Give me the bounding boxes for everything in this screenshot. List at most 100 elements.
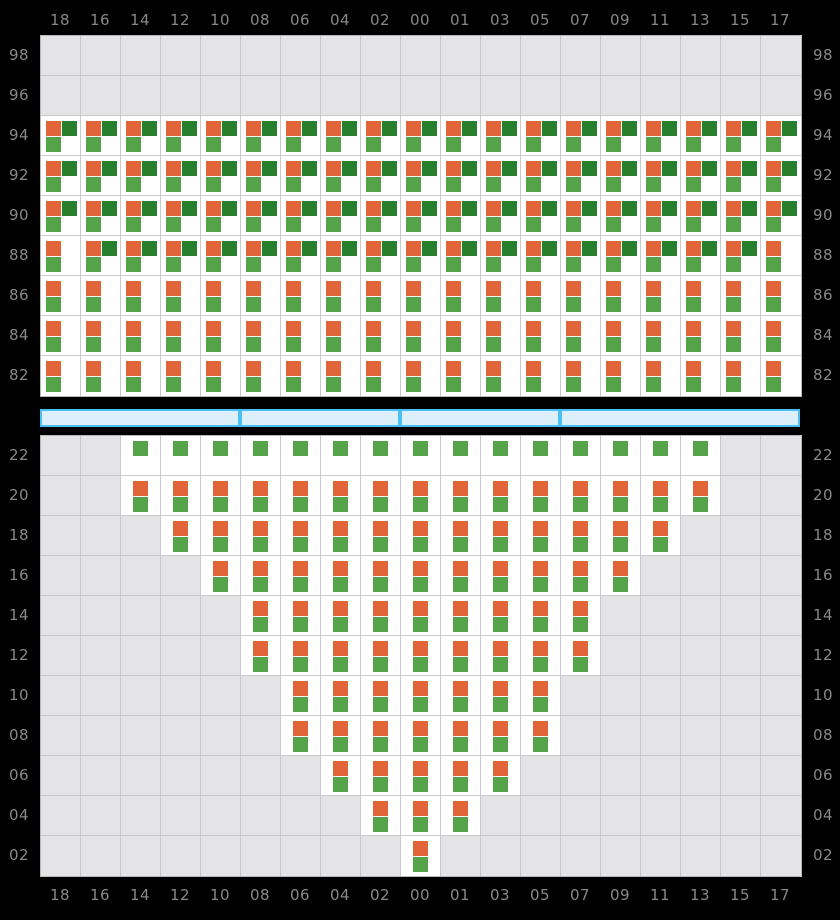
bottom-cell-14-14[interactable] [121, 596, 161, 636]
bottom-cell-10-03[interactable] [481, 676, 521, 716]
top-cell-88-09[interactable] [601, 236, 641, 276]
bottom-cell-20-03[interactable] [481, 476, 521, 516]
bottom-cell-04-05[interactable] [521, 796, 561, 836]
bottom-cell-02-18[interactable] [41, 836, 81, 876]
bottom-cell-18-00[interactable] [401, 516, 441, 556]
bottom-cell-04-04[interactable] [321, 796, 361, 836]
bottom-cell-06-11[interactable] [641, 756, 681, 796]
bottom-cell-18-17[interactable] [761, 516, 801, 556]
bottom-cell-04-12[interactable] [161, 796, 201, 836]
top-cell-90-18[interactable] [41, 196, 81, 236]
bottom-cell-12-05[interactable] [521, 636, 561, 676]
top-cell-94-00[interactable] [401, 116, 441, 156]
top-cell-88-15[interactable] [721, 236, 761, 276]
bottom-cell-16-18[interactable] [41, 556, 81, 596]
top-cell-82-01[interactable] [441, 356, 481, 396]
bottom-cell-20-16[interactable] [81, 476, 121, 516]
bottom-cell-16-03[interactable] [481, 556, 521, 596]
bottom-cell-22-07[interactable] [561, 436, 601, 476]
top-cell-96-10[interactable] [201, 76, 241, 116]
top-cell-98-07[interactable] [561, 36, 601, 76]
top-cell-86-02[interactable] [361, 276, 401, 316]
top-cell-88-18[interactable] [41, 236, 81, 276]
top-cell-92-10[interactable] [201, 156, 241, 196]
top-cell-82-16[interactable] [81, 356, 121, 396]
bottom-cell-18-09[interactable] [601, 516, 641, 556]
top-cell-84-11[interactable] [641, 316, 681, 356]
top-cell-88-12[interactable] [161, 236, 201, 276]
top-cell-84-02[interactable] [361, 316, 401, 356]
bottom-cell-10-09[interactable] [601, 676, 641, 716]
bottom-cell-18-18[interactable] [41, 516, 81, 556]
bottom-cell-20-07[interactable] [561, 476, 601, 516]
bottom-cell-04-08[interactable] [241, 796, 281, 836]
top-cell-98-06[interactable] [281, 36, 321, 76]
bottom-cell-16-07[interactable] [561, 556, 601, 596]
bottom-cell-10-17[interactable] [761, 676, 801, 716]
top-cell-94-18[interactable] [41, 116, 81, 156]
bottom-cell-20-12[interactable] [161, 476, 201, 516]
top-cell-84-10[interactable] [201, 316, 241, 356]
top-cell-90-00[interactable] [401, 196, 441, 236]
bottom-cell-14-12[interactable] [161, 596, 201, 636]
top-cell-98-11[interactable] [641, 36, 681, 76]
bottom-cell-18-06[interactable] [281, 516, 321, 556]
bottom-cell-20-18[interactable] [41, 476, 81, 516]
bottom-cell-04-01[interactable] [441, 796, 481, 836]
top-cell-96-16[interactable] [81, 76, 121, 116]
bottom-cell-14-10[interactable] [201, 596, 241, 636]
bottom-cell-22-09[interactable] [601, 436, 641, 476]
top-cell-84-14[interactable] [121, 316, 161, 356]
bottom-cell-04-02[interactable] [361, 796, 401, 836]
top-cell-94-09[interactable] [601, 116, 641, 156]
bottom-cell-18-05[interactable] [521, 516, 561, 556]
top-cell-88-16[interactable] [81, 236, 121, 276]
top-cell-86-00[interactable] [401, 276, 441, 316]
top-cell-82-08[interactable] [241, 356, 281, 396]
bottom-cell-16-10[interactable] [201, 556, 241, 596]
top-cell-94-06[interactable] [281, 116, 321, 156]
bottom-cell-18-10[interactable] [201, 516, 241, 556]
separator-segment-3[interactable] [400, 409, 560, 427]
top-cell-86-11[interactable] [641, 276, 681, 316]
bottom-cell-22-14[interactable] [121, 436, 161, 476]
top-cell-92-06[interactable] [281, 156, 321, 196]
bottom-cell-20-04[interactable] [321, 476, 361, 516]
bottom-cell-06-03[interactable] [481, 756, 521, 796]
top-grid-panel[interactable] [40, 35, 802, 397]
bottom-cell-10-01[interactable] [441, 676, 481, 716]
top-cell-88-07[interactable] [561, 236, 601, 276]
bottom-cell-22-05[interactable] [521, 436, 561, 476]
bottom-cell-16-15[interactable] [721, 556, 761, 596]
bottom-cell-12-01[interactable] [441, 636, 481, 676]
top-cell-90-15[interactable] [721, 196, 761, 236]
top-cell-92-15[interactable] [721, 156, 761, 196]
top-cell-84-03[interactable] [481, 316, 521, 356]
top-cell-90-01[interactable] [441, 196, 481, 236]
bottom-cell-12-10[interactable] [201, 636, 241, 676]
top-cell-94-04[interactable] [321, 116, 361, 156]
bottom-cell-12-03[interactable] [481, 636, 521, 676]
top-cell-88-05[interactable] [521, 236, 561, 276]
bottom-cell-12-16[interactable] [81, 636, 121, 676]
bottom-cell-08-17[interactable] [761, 716, 801, 756]
top-cell-92-18[interactable] [41, 156, 81, 196]
top-cell-84-12[interactable] [161, 316, 201, 356]
bottom-cell-20-05[interactable] [521, 476, 561, 516]
bottom-cell-02-10[interactable] [201, 836, 241, 876]
top-cell-90-04[interactable] [321, 196, 361, 236]
bottom-cell-04-07[interactable] [561, 796, 601, 836]
top-cell-96-01[interactable] [441, 76, 481, 116]
top-cell-92-03[interactable] [481, 156, 521, 196]
top-cell-96-05[interactable] [521, 76, 561, 116]
top-cell-92-05[interactable] [521, 156, 561, 196]
bottom-cell-02-13[interactable] [681, 836, 721, 876]
bottom-cell-18-03[interactable] [481, 516, 521, 556]
top-cell-94-17[interactable] [761, 116, 801, 156]
bottom-cell-10-04[interactable] [321, 676, 361, 716]
top-cell-86-12[interactable] [161, 276, 201, 316]
bottom-cell-10-00[interactable] [401, 676, 441, 716]
bottom-cell-02-09[interactable] [601, 836, 641, 876]
top-cell-92-17[interactable] [761, 156, 801, 196]
bottom-cell-02-04[interactable] [321, 836, 361, 876]
